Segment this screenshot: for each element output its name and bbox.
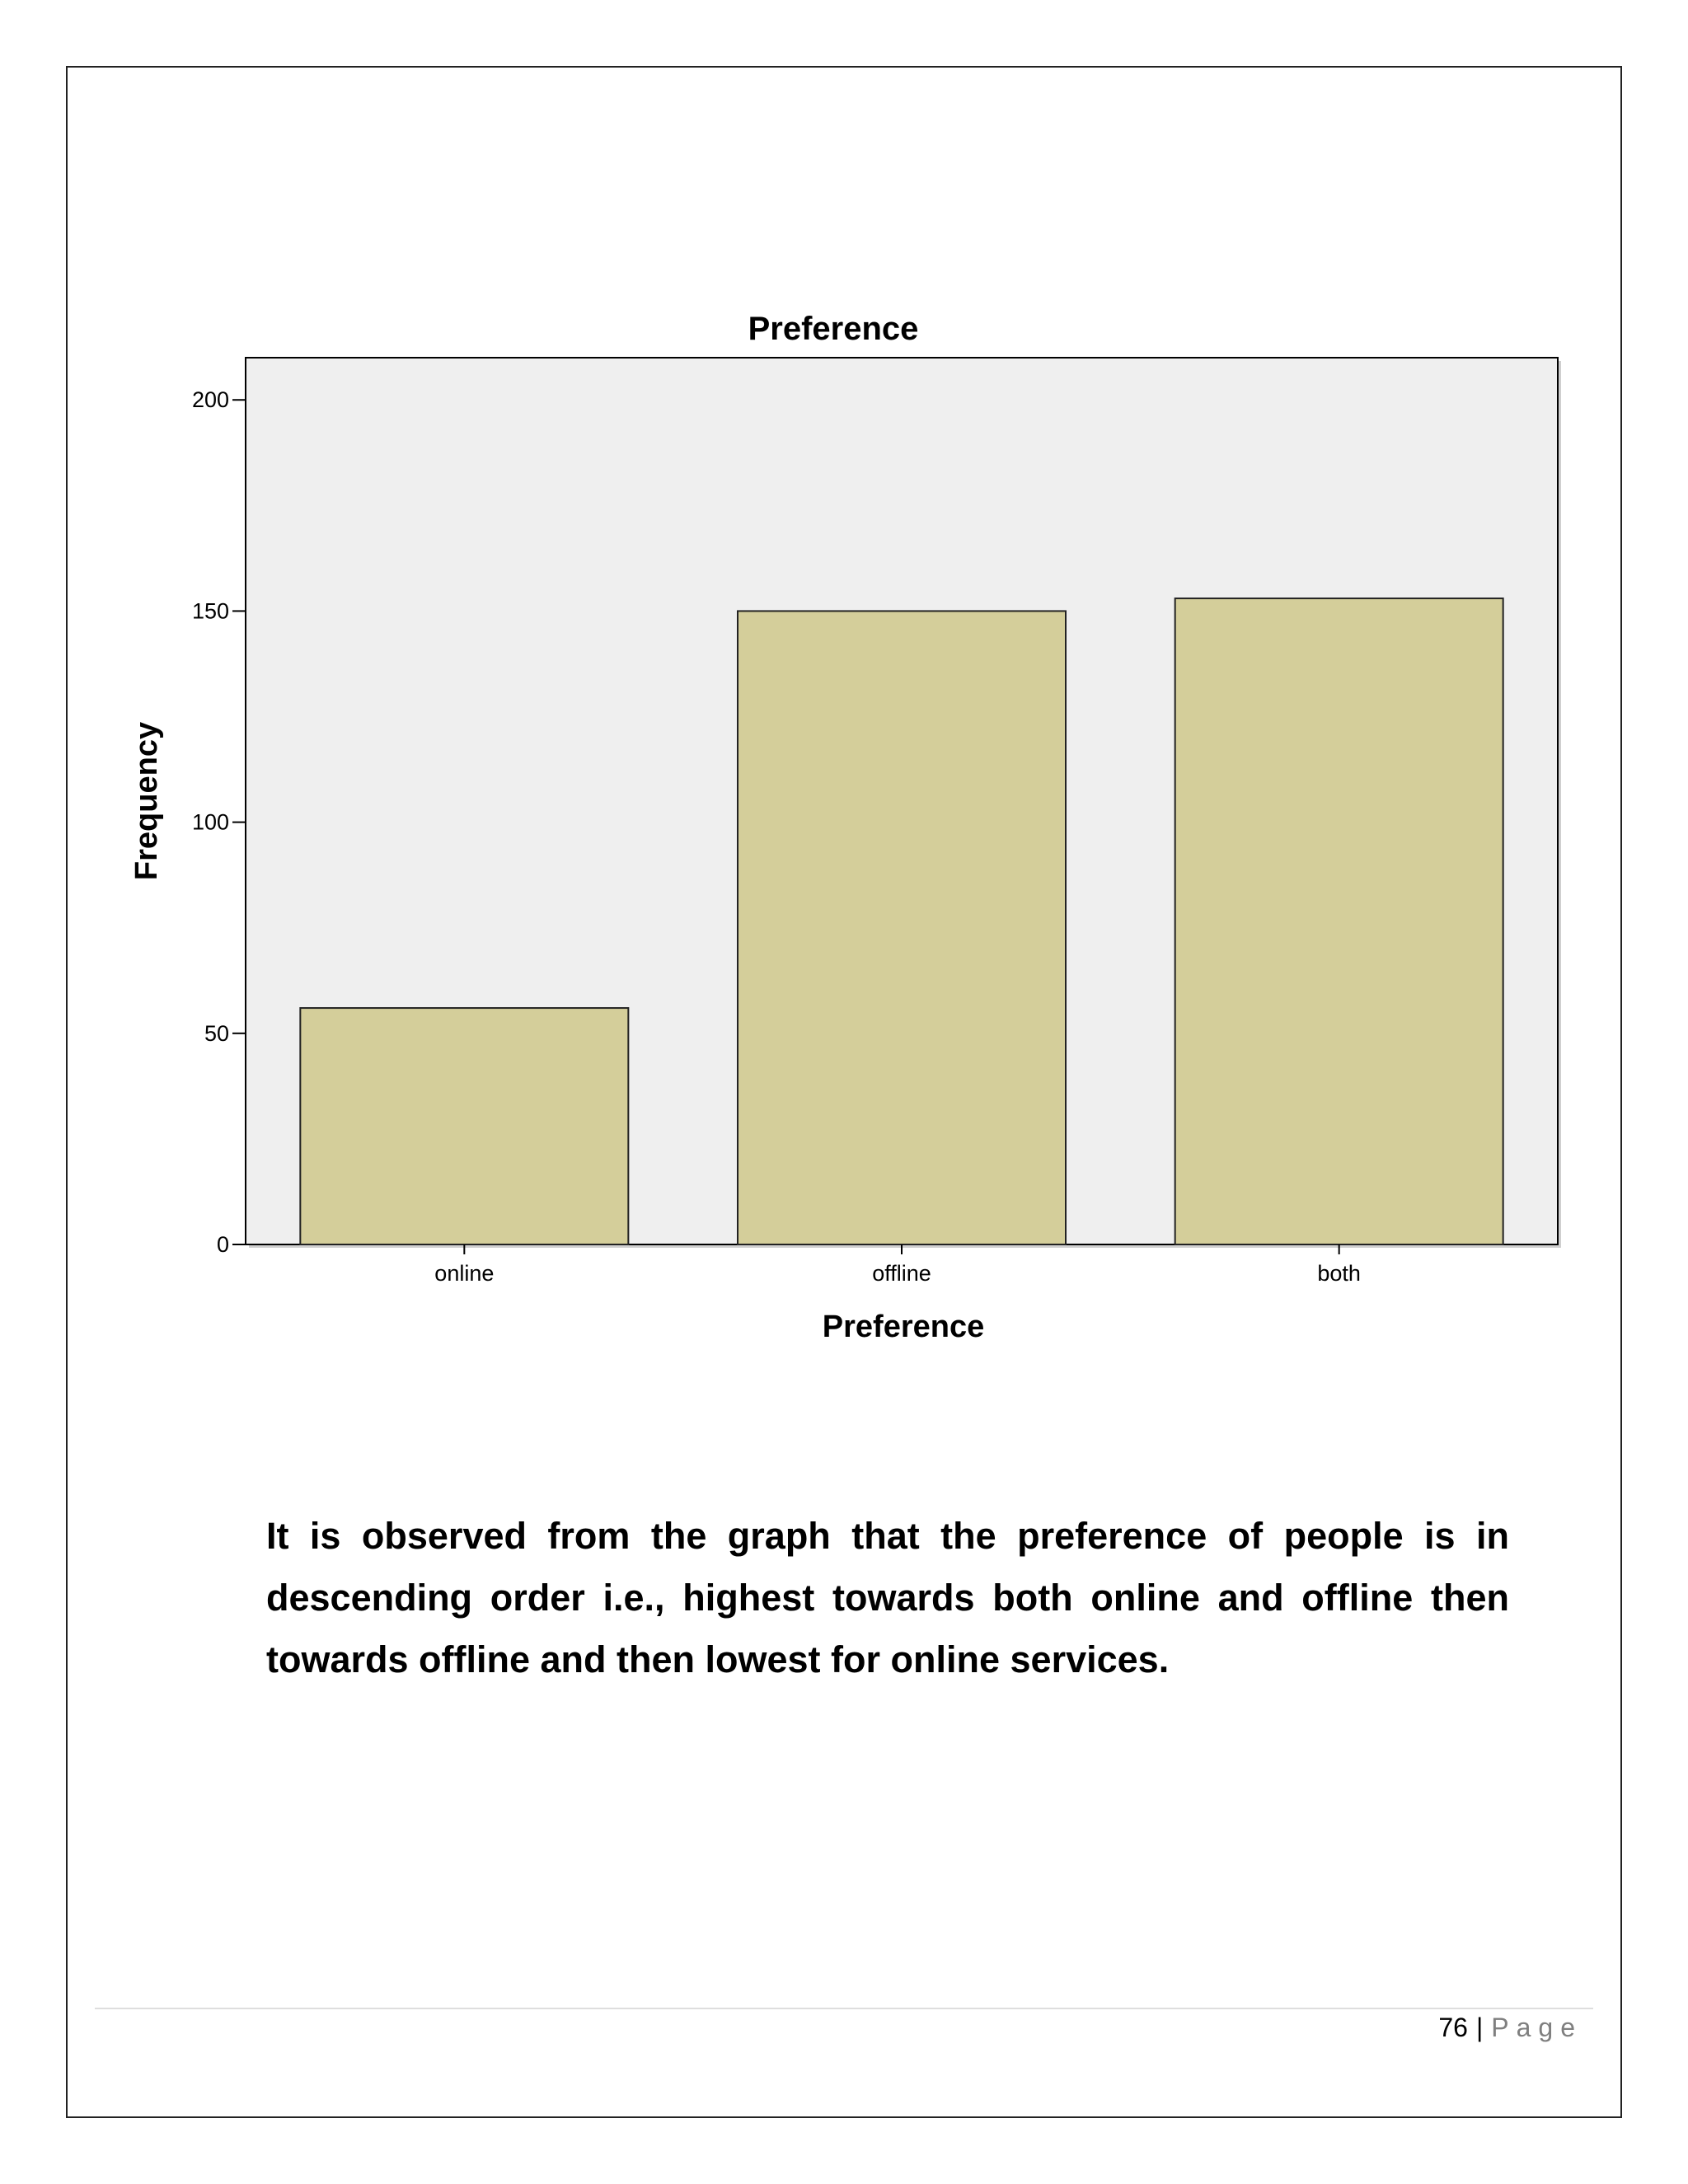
- x-axis-label: Preference: [823, 1310, 984, 1344]
- footer-rule: [95, 2008, 1593, 2009]
- y-axis-label: Frequency: [129, 722, 164, 880]
- page-number: 76: [1438, 2013, 1468, 2042]
- y-tick-label-0: 0: [217, 1232, 229, 1257]
- bars: [299, 598, 1504, 1245]
- x-tick-label-online: online: [434, 1261, 494, 1286]
- y-tick-label-50: 50: [204, 1021, 229, 1046]
- bar-online: [299, 1007, 630, 1245]
- page-footer: 76 | Page: [1438, 2013, 1582, 2043]
- x-tick-label-offline: offline: [872, 1261, 931, 1286]
- bar-chart: Preference online offline both 0 50 100 150 200…: [129, 311, 1561, 1344]
- bar-offline: [737, 610, 1067, 1245]
- y-tick-label-150: 150: [192, 598, 229, 623]
- footer-separator: |: [1475, 2013, 1484, 2042]
- page-border: [66, 66, 1622, 2118]
- chart-title: Preference: [748, 311, 919, 347]
- axes: online offline both 0 50 100 150 200: [192, 387, 1361, 1286]
- x-tick-label-both: both: [1317, 1261, 1361, 1286]
- y-tick-label-100: 100: [192, 810, 229, 835]
- bar-both: [1174, 598, 1504, 1245]
- page-word: Page: [1491, 2013, 1582, 2042]
- observation-paragraph: It is observed from the graph that the p…: [266, 1515, 1509, 1680]
- y-tick-label-200: 200: [192, 387, 229, 412]
